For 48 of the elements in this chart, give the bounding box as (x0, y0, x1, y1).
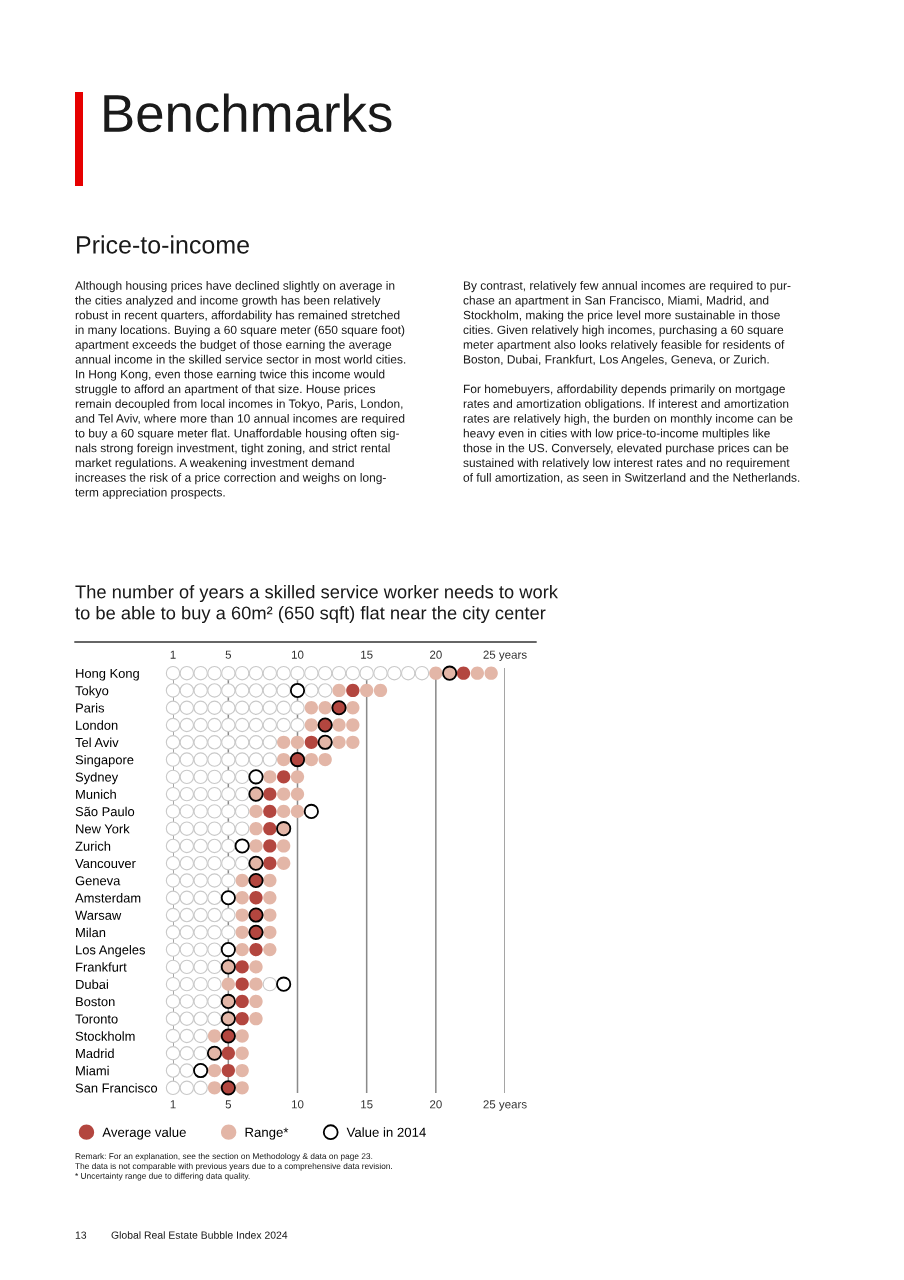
legend-label: Value in 2014 (346, 1127, 426, 1137)
y-tick-label: Munich (76, 789, 116, 799)
y-tick-label: Toronto (75, 1014, 118, 1024)
y-tick-label: Miami (76, 1065, 109, 1076)
y-tick-label: Geneva (75, 876, 121, 886)
y-tick-label: Boston (76, 997, 115, 1007)
x-tick-label: 20 (430, 1100, 442, 1109)
y-tick-label: Warsaw (75, 910, 122, 920)
x2-tick-label: 10 (291, 650, 304, 659)
legend-label: Average value (102, 1127, 186, 1140)
y-tick-label: New York (76, 823, 130, 834)
y-tick-label: London (76, 720, 118, 730)
y-tick-label: Sydney (75, 772, 119, 785)
text: 13 (75, 1231, 87, 1239)
chart-title: The number of years a skilled service worker needs to work to be able to buy a 60m² (650 sqft) flat near the city center (75, 584, 558, 624)
y-tick-label: Singapore (75, 754, 134, 767)
x2-tick-label: 15 (361, 650, 373, 659)
y-tick-label: Tel Aviv (75, 737, 119, 748)
y-tick-label: Vancouver (75, 859, 136, 869)
text: By contrast, relatively few annual incomes are required to pur- chase an apartment in San Francisco, Miami, Madrid, and Stockholm, making the price level more sustainable in those cities. Given relatively high incomes, purchasing a 60 square meter apartment also looks relatively feasible for residents of Boston, Dubai, Frankfurt, Los Angeles, Geneva, or Zurich. For homebuyers, affordability depends primarily on mortgage rates and amortization obligations. If interest and amortization rates are relatively high, the burden on monthly income can be heavy even in cities with low price-to-income multiples like those in the US. Conversely, elevated purchase prices can be sustained with relatively low interest rates and no requirement of full amortization, as seen in Switzerland and the Netherlands. (463, 281, 800, 484)
y-tick-label: Hong Kong (76, 668, 139, 681)
x-tick-label: 10 (291, 1100, 304, 1109)
y-tick-label: Stockholm (75, 1031, 135, 1041)
y-tick-label: Dubai (76, 979, 108, 989)
y-tick-label: Paris (76, 703, 105, 713)
x-tick-label: 1 (170, 1100, 176, 1109)
text: Benchmarks (104, 93, 392, 133)
y-tick-label: Madrid (76, 1048, 114, 1059)
text: Although housing prices have declined slightly on average in the cities analyzed and income growth has been relatively robust in recent quarters, affordability has remained stretched in many locations. Buying a 60 square meter (650 square foot) apartment exceeds the budget of those earning the average annual income in the skilled service sector in most world cities. In Hong Kong, even those earning twice this income would struggle to afford an apartment of that size. House prices remain decoupled from local incomes in Tokyo, Paris, London, and Tel Aviv, where more than 10 annual incomes are required to buy a 60 square meter flat. Unaffordable housing often sig- nals strong foreign investment, tight zoning, and strict rental market regulations. A weakening investment demand increases the risk of a price correction and weighs on long- term appreciation prospects. (75, 281, 406, 499)
x-tick-label: 5 (225, 1100, 232, 1109)
x-tick-label: 25 years (483, 1100, 527, 1111)
y-tick-label: Los Angeles (76, 944, 145, 957)
y-tick-label: San Francisco (75, 1083, 158, 1093)
x-tick-label: 15 (361, 1100, 373, 1109)
y-tick-label: Zurich (75, 841, 111, 851)
x2-tick-label: 25 years (483, 650, 527, 662)
y-tick-label: Milan (76, 927, 106, 938)
legend-label: Range* (245, 1127, 289, 1140)
text: Remark: For an explanation, see the section on Methodology & data on page 23. The data is not comparable with previous years due to a comprehensive data revision. * Uncertainty range due to differing data quality. (75, 1153, 392, 1181)
text: Price-to-income (77, 235, 249, 254)
x2-tick-label: 1 (170, 650, 176, 659)
text: Global Real Estate Bubble Index 2024 (111, 1231, 288, 1239)
y-tick-label: Amsterdam (75, 893, 141, 903)
y-tick-label: São Paulo (75, 806, 135, 817)
x2-tick-label: 5 (225, 650, 232, 659)
y-tick-label: Frankfurt (76, 962, 127, 972)
y-tick-label: Tokyo (75, 685, 109, 698)
x2-tick-label: 20 (430, 650, 442, 659)
